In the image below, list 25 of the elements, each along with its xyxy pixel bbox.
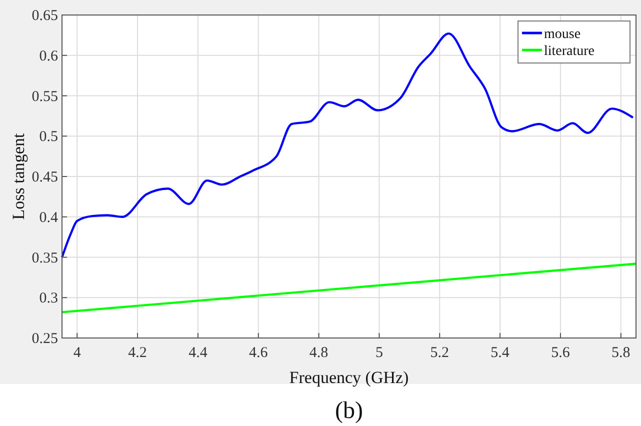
x-tick-label: 4 [73, 345, 82, 361]
text: (b) [335, 398, 363, 424]
x-tick-label: 5.4 [490, 345, 510, 361]
y-axis-title: Loss tangent [9, 133, 28, 220]
y-tick-label: 0.4 [39, 210, 58, 226]
x-axis-title: Frequency (GHz) [289, 368, 409, 387]
x-tick-label: 5.6 [551, 345, 570, 361]
x-tick-label: 4.8 [309, 345, 328, 361]
y-tick-label: 0.65 [32, 8, 58, 24]
x-tick-label: 5.2 [430, 345, 450, 361]
legend-label: mouse [544, 27, 581, 42]
y-tick-label: 0.45 [32, 170, 58, 186]
y-tick-label: 0.55 [32, 88, 58, 105]
y-tick-label: 0.5 [39, 129, 58, 146]
x-tick-label: 4.4 [188, 345, 208, 361]
legend-label: literature [544, 44, 595, 59]
x-tick-label: 5.8 [612, 345, 630, 361]
y-tick-label: 0.25 [32, 331, 58, 347]
y-tick-label: 0.35 [32, 250, 58, 266]
x-tick-label: 4.2 [128, 345, 147, 361]
x-tick-label: 5 [375, 345, 383, 361]
line-series [60, 32, 634, 258]
x-tick-label: 4.6 [248, 345, 268, 361]
y-tick-label: 0.3 [39, 290, 58, 307]
y-tick-label: 0.6 [39, 48, 58, 64]
